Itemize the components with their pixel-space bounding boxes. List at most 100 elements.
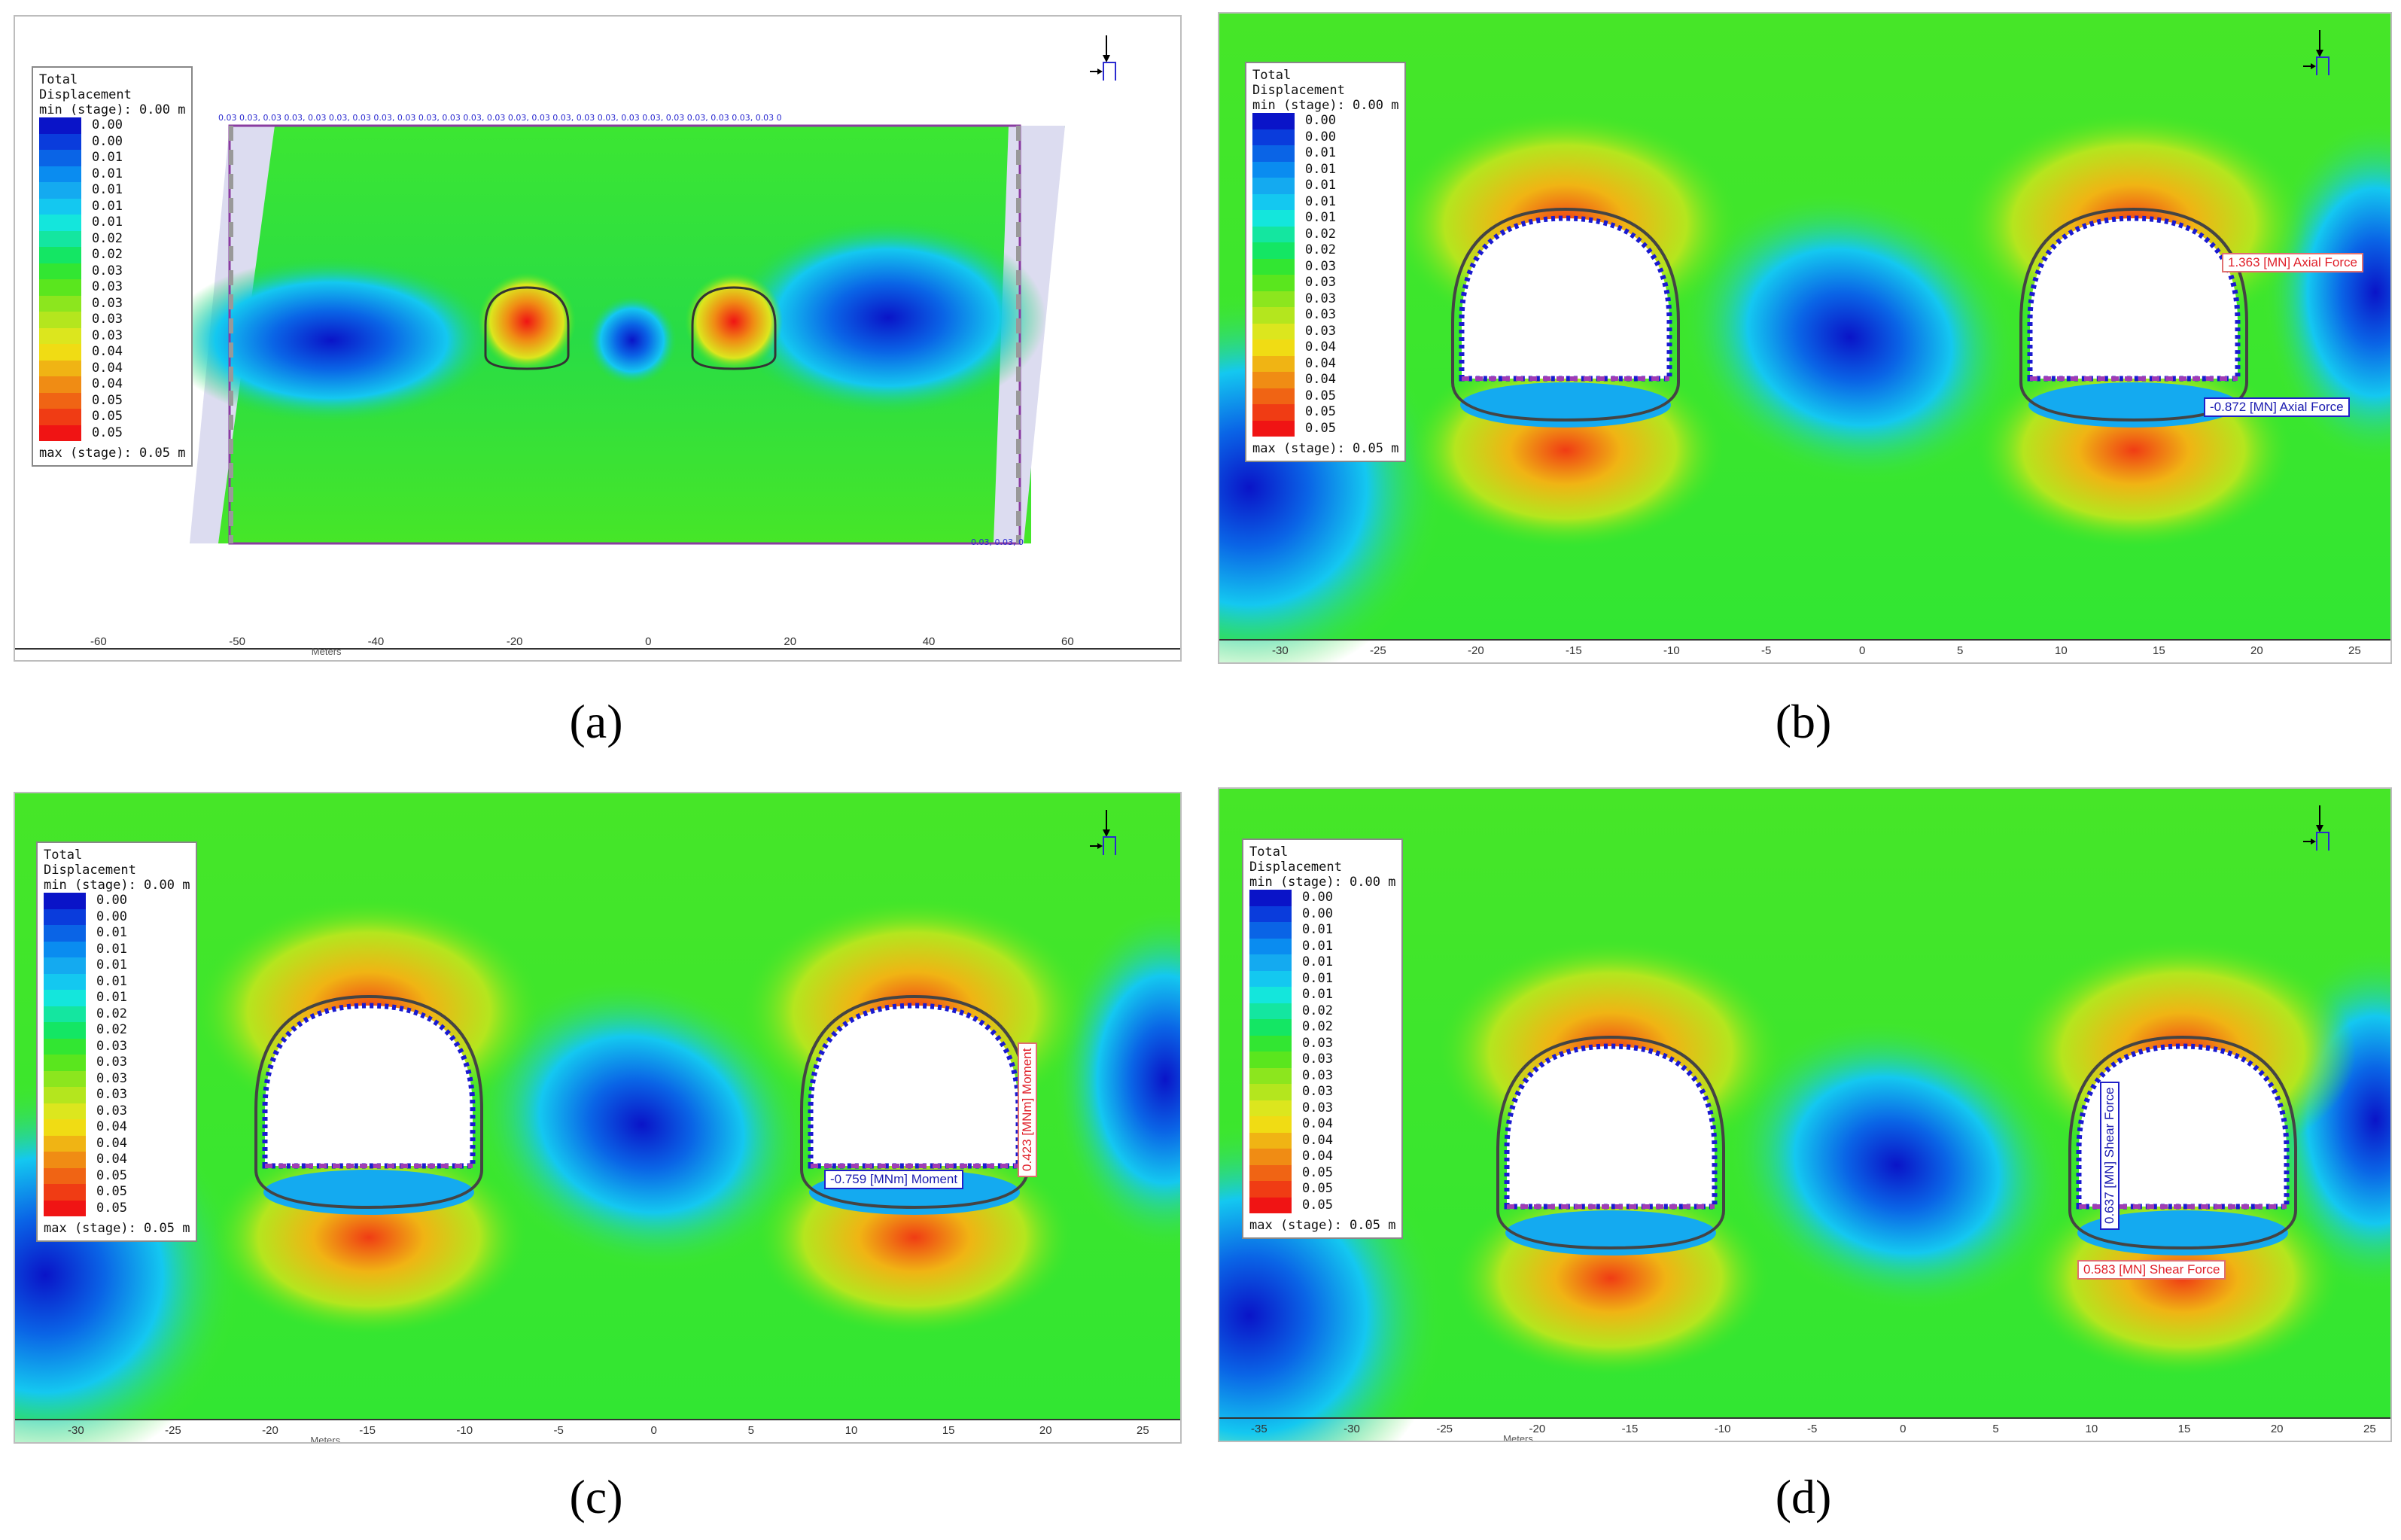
legend-value: 0.05 [96, 1167, 127, 1183]
legend-swatch [1249, 1084, 1292, 1100]
legend-row: 0.03 [1249, 1100, 1395, 1116]
legend-row: 0.01 [1249, 922, 1395, 939]
legend-swatch [39, 215, 81, 231]
legend-row: 0.03 [1252, 307, 1398, 324]
legend-value: 0.00 [1305, 129, 1336, 145]
legend-swatch [1249, 954, 1292, 971]
legend-swatch [39, 133, 81, 150]
legend-swatch [1252, 242, 1295, 259]
legend-value: 0.04 [1302, 1149, 1333, 1164]
legend-value: 0.01 [1305, 210, 1336, 225]
legend-scale: 0.00 0.00 0.01 0.01 0.01 0.01 0.01 0.02 0.02 0.03… [1252, 113, 1398, 437]
legend-title: Total Displacement min (stage): 0.00 m [44, 848, 190, 893]
x-tick-label: 25 [1137, 1424, 1149, 1437]
legend-row: 0.01 [44, 957, 190, 974]
legend-row: 0.02 [44, 1006, 190, 1022]
shear-force-label: 0.583 [MN] Shear Force [2077, 1260, 2226, 1280]
legend-swatch [1252, 388, 1295, 404]
legend-row: 0.00 [44, 893, 190, 909]
legend-value: 0.01 [1305, 145, 1336, 160]
x-tick-label: 0 [645, 635, 652, 648]
legend-value: 0.05 [92, 392, 123, 408]
legend-value: 0.03 [96, 1103, 127, 1118]
legend-row: 0.00 [1249, 905, 1395, 922]
legend-value: 0.01 [1302, 938, 1333, 954]
legend-value: 0.01 [1302, 970, 1333, 986]
legend-value: 0.05 [96, 1184, 127, 1199]
legend-value: 0.01 [1305, 178, 1336, 193]
legend-swatch [44, 1184, 86, 1201]
panel-b: Total Displacement min (stage): 0.00 m 0… [1218, 12, 2392, 664]
legend-scale: 0.00 0.00 0.01 0.01 0.01 0.01 0.01 0.02 0.02 0.03… [1249, 890, 1395, 1213]
legend-value: 0.03 [1305, 258, 1336, 274]
legend-title: Total Displacement min (stage): 0.00 m [1249, 845, 1396, 890]
x-tick-label: 25 [2348, 644, 2361, 657]
legend-swatch [1249, 1181, 1292, 1198]
legend-value: 0.04 [1305, 355, 1336, 371]
legend-row: 0.01 [1252, 178, 1398, 194]
legend-swatch [39, 117, 81, 134]
legend-swatch [1249, 1164, 1292, 1181]
legend-swatch [1252, 420, 1295, 437]
legend-swatch [44, 990, 86, 1006]
legend-value: 0.01 [92, 182, 123, 197]
x-tick-label: -35 [1251, 1423, 1267, 1435]
x-tick-label: -20 [1529, 1423, 1546, 1435]
legend-row: 0.04 [39, 360, 185, 376]
caption-a: (a) [569, 695, 623, 748]
legend-value: 0.04 [1305, 372, 1336, 387]
legend-swatch [44, 1119, 86, 1136]
legend-swatch [44, 1006, 86, 1022]
x-tick-label: -25 [165, 1424, 181, 1437]
legend-value: 0.04 [96, 1119, 127, 1134]
x-tick-label: 40 [922, 635, 936, 648]
legend-row: 0.05 [1252, 404, 1398, 421]
legend-value: 0.05 [92, 409, 123, 424]
legend-row: 0.03 [1252, 258, 1398, 275]
legend-value: 0.01 [96, 925, 127, 940]
caption-c: (c) [569, 1470, 623, 1523]
legend-swatch [1252, 258, 1295, 275]
moment-min-label: -0.759 [MNm] Moment [824, 1170, 964, 1189]
legend-row: 0.03 [44, 1087, 190, 1103]
legend-value: 0.01 [92, 150, 123, 165]
legend-row: 0.03 [1249, 1084, 1395, 1100]
legend-swatch [1252, 323, 1295, 339]
legend-swatch [44, 973, 86, 990]
legend-row: 0.01 [1252, 193, 1398, 210]
legend-swatch [1249, 1035, 1292, 1052]
legend-swatch [1249, 970, 1292, 987]
legend-swatch [39, 425, 81, 441]
legend-row: 0.02 [39, 247, 185, 263]
x-tick-label: 0 [1900, 1423, 1906, 1435]
legend-swatch [1249, 1003, 1292, 1019]
caption-d: (d) [1775, 1470, 1832, 1523]
legend-row: 0.03 [39, 327, 185, 344]
legend-value: 0.00 [1302, 905, 1333, 921]
legend-swatch [44, 1087, 86, 1103]
legend-swatch [1249, 1132, 1292, 1149]
legend-value: 0.03 [96, 1070, 127, 1086]
legend-swatch [1252, 404, 1295, 421]
legend-value: 0.04 [96, 1152, 127, 1167]
legend-swatch [1249, 1116, 1292, 1133]
legend-title: Total Displacement min (stage): 0.00 m [1252, 68, 1399, 113]
x-tick-label: 15 [2153, 644, 2165, 657]
x-tick-label: -25 [1436, 1423, 1453, 1435]
x-tick-label: -10 [1663, 644, 1680, 657]
legend-swatch [39, 295, 81, 312]
legend-value: 0.00 [96, 893, 127, 908]
legend-swatch [1252, 145, 1295, 162]
legend-swatch [1249, 1149, 1292, 1165]
legend-row: 0.00 [1252, 113, 1398, 129]
legend-row: 0.03 [39, 312, 185, 328]
x-tick-label: 15 [942, 1424, 955, 1437]
legend-value: 0.03 [1302, 1052, 1333, 1067]
x-tick-label: 20 [1039, 1424, 1052, 1437]
legend-value: 0.04 [1302, 1116, 1333, 1131]
legend-row: 0.01 [39, 150, 185, 166]
legend-value: 0.00 [96, 908, 127, 924]
legend-swatch [44, 893, 86, 909]
legend-value: 0.05 [1302, 1197, 1333, 1213]
legend-value: 0.01 [1302, 987, 1333, 1002]
